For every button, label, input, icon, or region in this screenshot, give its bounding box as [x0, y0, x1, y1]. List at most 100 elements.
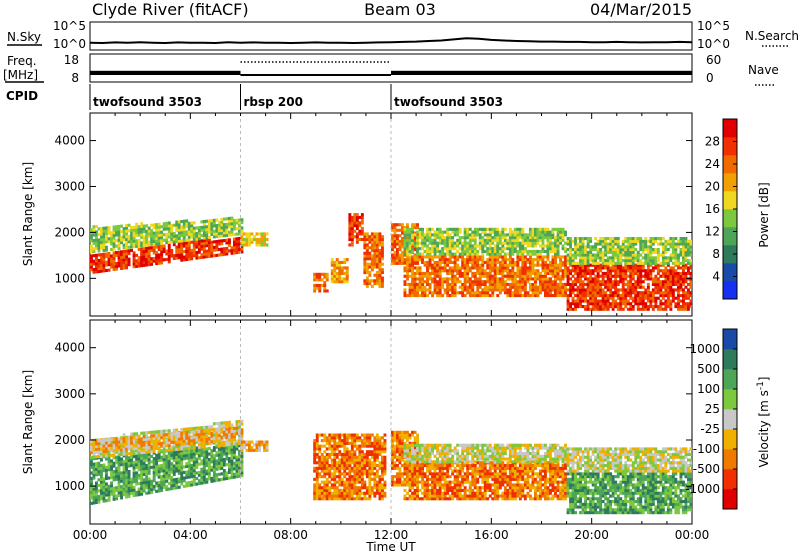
range-cell — [331, 258, 334, 261]
range-cell — [662, 254, 665, 257]
range-cell — [451, 242, 454, 245]
range-cell — [471, 264, 474, 267]
range-cell — [103, 264, 106, 267]
range-cell — [557, 242, 560, 245]
range-cell — [120, 448, 123, 451]
range-cell — [511, 266, 514, 269]
range-cell — [589, 302, 592, 305]
range-cell — [486, 288, 489, 291]
range-cell — [574, 269, 577, 272]
range-cell — [424, 272, 427, 275]
range-cell — [110, 237, 113, 240]
range-cell — [426, 247, 429, 250]
range-cell — [514, 272, 517, 275]
range-cell — [509, 269, 512, 272]
range-cell — [414, 223, 417, 226]
range-cell — [690, 280, 693, 283]
range-cell — [669, 256, 672, 259]
range-cell — [110, 482, 113, 485]
range-cell — [624, 291, 627, 294]
range-cell — [654, 248, 657, 251]
range-cell — [113, 257, 116, 260]
range-cell — [180, 447, 183, 450]
range-cell — [496, 294, 499, 297]
range-cell — [128, 249, 131, 252]
range-cell — [205, 426, 208, 429]
range-cell — [411, 228, 414, 231]
range-cell — [416, 261, 419, 264]
range-cell — [499, 286, 502, 289]
range-cell — [426, 231, 429, 234]
range-cell — [165, 466, 168, 469]
range-cell — [664, 294, 667, 297]
range-cell — [173, 257, 176, 260]
range-cell — [524, 239, 527, 242]
range-cell — [210, 246, 213, 249]
range-cell — [527, 250, 530, 253]
range-cell — [504, 242, 507, 245]
range-cell — [180, 245, 183, 248]
range-cell — [168, 230, 171, 233]
range-cell — [685, 297, 688, 300]
range-cell — [521, 247, 524, 250]
range-cell — [419, 288, 422, 291]
range-cell — [456, 277, 459, 280]
range-cell — [476, 286, 479, 289]
range-cell — [115, 446, 118, 449]
range-cell — [115, 472, 118, 475]
range-cell — [527, 275, 530, 278]
range-cell — [484, 261, 487, 264]
range-cell — [336, 261, 339, 264]
range-cell — [236, 243, 239, 246]
range-cell — [98, 244, 101, 247]
range-cell — [474, 264, 477, 267]
range-cell — [228, 238, 231, 241]
range-cell — [153, 488, 156, 491]
range-cell — [564, 291, 567, 294]
range-cell — [446, 291, 449, 294]
range-cell — [180, 474, 183, 477]
range-cell — [642, 280, 645, 283]
range-cell — [118, 477, 121, 480]
range-cell — [133, 461, 136, 464]
range-cell — [484, 294, 487, 297]
range-cell — [434, 277, 437, 280]
range-cell — [148, 486, 151, 489]
colorbar-tick-label: 20 — [705, 180, 720, 194]
range-cell — [115, 268, 118, 271]
range-cell — [416, 231, 419, 234]
range-cell — [685, 245, 688, 248]
range-cell — [496, 272, 499, 275]
range-cell — [105, 240, 108, 243]
range-cell — [108, 457, 111, 460]
range-cell — [624, 300, 627, 303]
range-cell — [569, 245, 572, 248]
range-cell — [368, 235, 371, 238]
range-cell — [441, 269, 444, 272]
range-cell — [446, 277, 449, 280]
range-cell — [504, 239, 507, 242]
range-cell — [609, 262, 612, 265]
range-cell — [210, 225, 213, 228]
range-cell — [228, 421, 231, 424]
range-cell — [594, 288, 597, 291]
range-cell — [639, 308, 642, 311]
range-cell — [622, 300, 625, 303]
range-cell — [133, 240, 136, 243]
range-cell — [143, 470, 146, 473]
range-cell — [549, 264, 552, 267]
range-cell — [642, 302, 645, 305]
range-cell — [554, 253, 557, 256]
range-cell — [143, 256, 146, 259]
range-cell — [394, 245, 397, 248]
range-cell — [200, 242, 203, 245]
range-cell — [569, 272, 572, 275]
range-cell — [100, 483, 103, 486]
range-cell — [657, 286, 660, 289]
range-cell — [231, 219, 234, 222]
range-cell — [103, 450, 106, 453]
range-cell — [682, 256, 685, 259]
range-cell — [544, 244, 547, 247]
range-cell — [617, 297, 620, 300]
range-cell — [519, 244, 522, 247]
